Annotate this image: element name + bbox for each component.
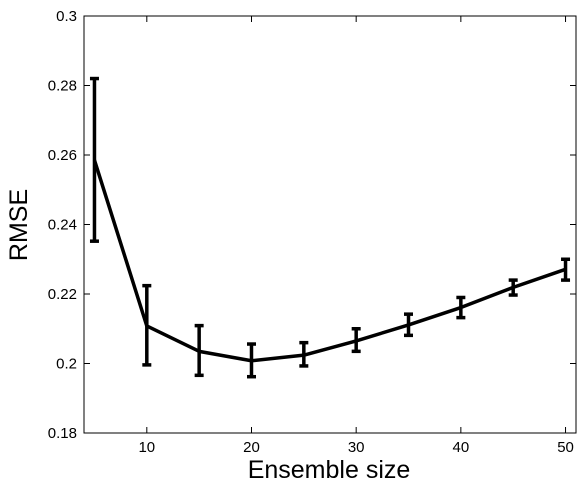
data-point: [250, 359, 253, 362]
data-point: [459, 306, 463, 309]
y-tick-label: 0.3: [56, 8, 77, 25]
x-tick-label: 30: [348, 439, 365, 456]
series-line: [92, 159, 567, 363]
series-line-group: [92, 159, 567, 363]
data-point: [511, 286, 515, 289]
y-tick-label: 0.22: [48, 286, 77, 303]
data-point: [354, 339, 358, 343]
data-point: [407, 323, 410, 327]
y-axis-title: RMSE: [5, 189, 33, 261]
data-point: [93, 159, 96, 162]
y-tick-label: 0.18: [48, 425, 77, 442]
axes: [83, 15, 577, 434]
data-point: [564, 268, 567, 271]
data-point: [197, 350, 201, 353]
y-tick-label: 0.24: [48, 217, 77, 234]
x-tick-label: 20: [243, 439, 260, 456]
x-axis-title: Ensemble size: [248, 456, 411, 484]
x-tick-label: 50: [557, 439, 574, 456]
y-tick-label: 0.2: [56, 356, 77, 373]
data-point: [145, 324, 149, 328]
y-tick-label: 0.26: [48, 147, 77, 164]
x-tick-label: 10: [138, 439, 155, 456]
ticks: 10 20 30 40 50 0.18 0.2 0.22 0.24 0.26 0.28 0.3: [48, 8, 576, 456]
y-tick-label: 0.28: [48, 78, 77, 95]
x-tick-label: 40: [453, 439, 470, 456]
plot-frame: [83, 15, 577, 434]
data-point: [302, 353, 306, 357]
